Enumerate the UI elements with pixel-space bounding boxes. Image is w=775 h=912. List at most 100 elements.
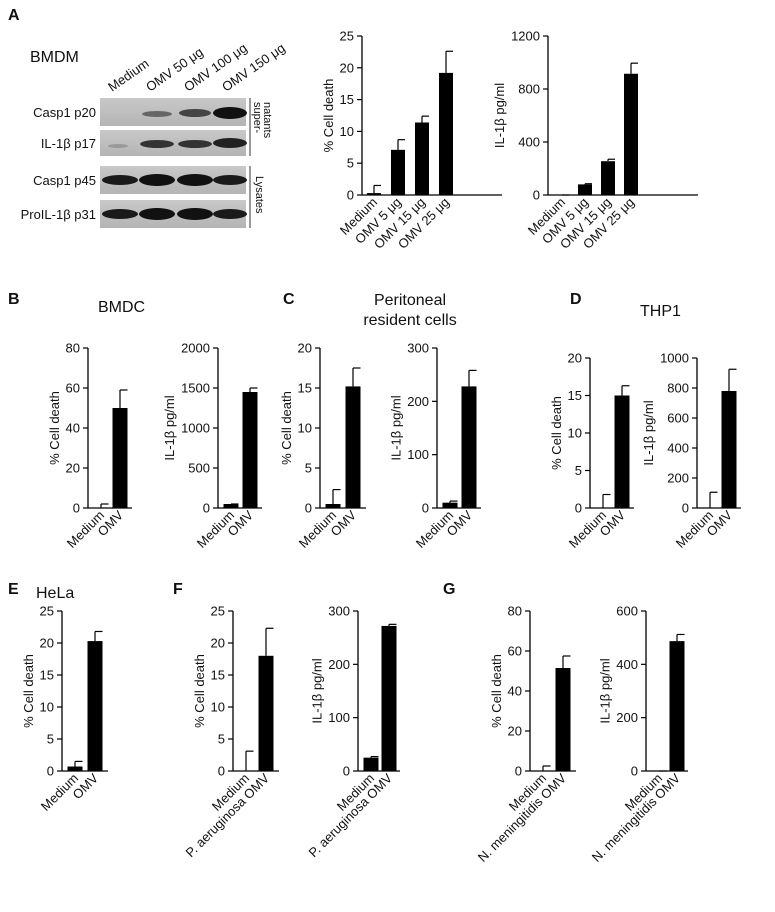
- y-tick-label: 15: [298, 381, 312, 396]
- y-tick-label: 20: [211, 636, 225, 651]
- y-tick-label: 0: [682, 501, 689, 516]
- y-axis-label: IL-1β pg/ml: [492, 83, 507, 148]
- y-tick-label: 10: [340, 124, 354, 139]
- y-axis-label: % Cell death: [279, 391, 294, 465]
- bar: [391, 149, 405, 195]
- bar: [381, 625, 397, 771]
- bar: [363, 757, 379, 771]
- y-tick-label: 60: [66, 381, 80, 396]
- y-tick-label: 5: [575, 463, 582, 478]
- panel-title: THP1: [640, 303, 681, 320]
- y-tick-label: 200: [667, 471, 689, 486]
- panel-title: BMDC: [98, 299, 145, 316]
- y-axis-label: IL-1β pg/ml: [310, 658, 325, 723]
- y-tick-label: 0: [515, 764, 522, 779]
- y-tick-label: 400: [667, 441, 689, 456]
- panel-letter: B: [8, 291, 20, 308]
- y-tick-label: 0: [631, 764, 638, 779]
- y-tick-label: 0: [347, 188, 354, 203]
- bar: [442, 502, 458, 508]
- y-tick-label: 0: [218, 764, 225, 779]
- y-tick-label: 15: [568, 388, 582, 403]
- y-tick-label: 1000: [660, 351, 689, 366]
- y-tick-label: 100: [407, 447, 429, 462]
- bar: [669, 641, 685, 771]
- y-tick-label: 10: [211, 700, 225, 715]
- y-tick-label: 200: [328, 657, 350, 672]
- panel-letter: C: [283, 291, 295, 308]
- bar: [624, 73, 638, 195]
- row-label: IL-1β p17: [41, 136, 96, 151]
- bar: [242, 392, 258, 508]
- y-axis-label: % Cell death: [549, 396, 564, 470]
- y-tick-label: 10: [298, 421, 312, 436]
- y-tick-label: 400: [616, 657, 638, 672]
- x-tick-label: N. meningitidis OMV: [475, 770, 570, 865]
- panel-title: HeLa: [36, 585, 74, 602]
- y-tick-label: 80: [508, 604, 522, 619]
- y-axis-label: IL-1β pg/ml: [641, 400, 656, 465]
- y-tick-label: 20: [298, 341, 312, 356]
- panel-letter: G: [443, 581, 455, 598]
- y-tick-label: 800: [518, 82, 540, 97]
- y-axis-label: % Cell death: [47, 391, 62, 465]
- side-label: natants: [261, 102, 273, 139]
- y-tick-label: 2000: [181, 341, 210, 356]
- y-tick-label: 15: [340, 92, 354, 107]
- bar: [614, 395, 630, 508]
- panel-title: resident cells: [363, 312, 456, 329]
- y-axis-label: % Cell death: [321, 79, 336, 153]
- y-tick-label: 100: [328, 710, 350, 725]
- y-tick-label: 40: [66, 421, 80, 436]
- x-tick-label: N. meningitidis OMV: [589, 770, 684, 865]
- y-tick-label: 40: [508, 684, 522, 699]
- y-tick-label: 0: [203, 501, 210, 516]
- y-tick-label: 15: [211, 668, 225, 683]
- y-tick-label: 20: [66, 461, 80, 476]
- panel-letter: D: [570, 291, 582, 308]
- y-tick-label: 0: [533, 188, 540, 203]
- row-label: Casp1 p20: [33, 105, 96, 120]
- y-tick-label: 10: [568, 426, 582, 441]
- y-axis-label: % Cell death: [489, 654, 504, 728]
- y-tick-label: 5: [305, 461, 312, 476]
- y-tick-label: 10: [40, 700, 54, 715]
- y-tick-label: 300: [328, 604, 350, 619]
- y-tick-label: 500: [188, 461, 210, 476]
- bar: [578, 184, 592, 195]
- y-tick-label: 20: [508, 724, 522, 739]
- bar: [87, 641, 103, 771]
- bar: [67, 766, 83, 771]
- y-tick-label: 20: [568, 351, 582, 366]
- bar: [461, 386, 477, 508]
- y-tick-label: 1200: [511, 29, 540, 44]
- bar: [112, 408, 128, 508]
- y-tick-label: 5: [218, 732, 225, 747]
- y-tick-label: 800: [667, 381, 689, 396]
- y-tick-label: 5: [347, 156, 354, 171]
- bar: [325, 504, 341, 508]
- bar: [258, 655, 274, 771]
- side-label: super-: [251, 102, 263, 134]
- panel-title: BMDM: [30, 49, 79, 66]
- row-label: Casp1 p45: [33, 173, 96, 188]
- lane-label: Medium: [105, 56, 151, 95]
- bar: [555, 668, 571, 771]
- y-axis-label: % Cell death: [192, 654, 207, 728]
- y-tick-label: 60: [508, 644, 522, 659]
- y-tick-label: 200: [616, 710, 638, 725]
- y-tick-label: 25: [340, 29, 354, 44]
- bar: [721, 391, 737, 508]
- y-tick-label: 80: [66, 341, 80, 356]
- bar: [223, 504, 239, 508]
- y-tick-label: 15: [40, 668, 54, 683]
- y-tick-label: 5: [47, 732, 54, 747]
- y-axis-label: % Cell death: [21, 654, 36, 728]
- x-tick-label: P. aeruginosa OMV: [305, 770, 395, 860]
- side-label: Lysates: [253, 176, 265, 214]
- y-tick-label: 0: [343, 764, 350, 779]
- y-tick-label: 20: [40, 636, 54, 651]
- y-tick-label: 400: [518, 135, 540, 150]
- y-tick-label: 0: [305, 501, 312, 516]
